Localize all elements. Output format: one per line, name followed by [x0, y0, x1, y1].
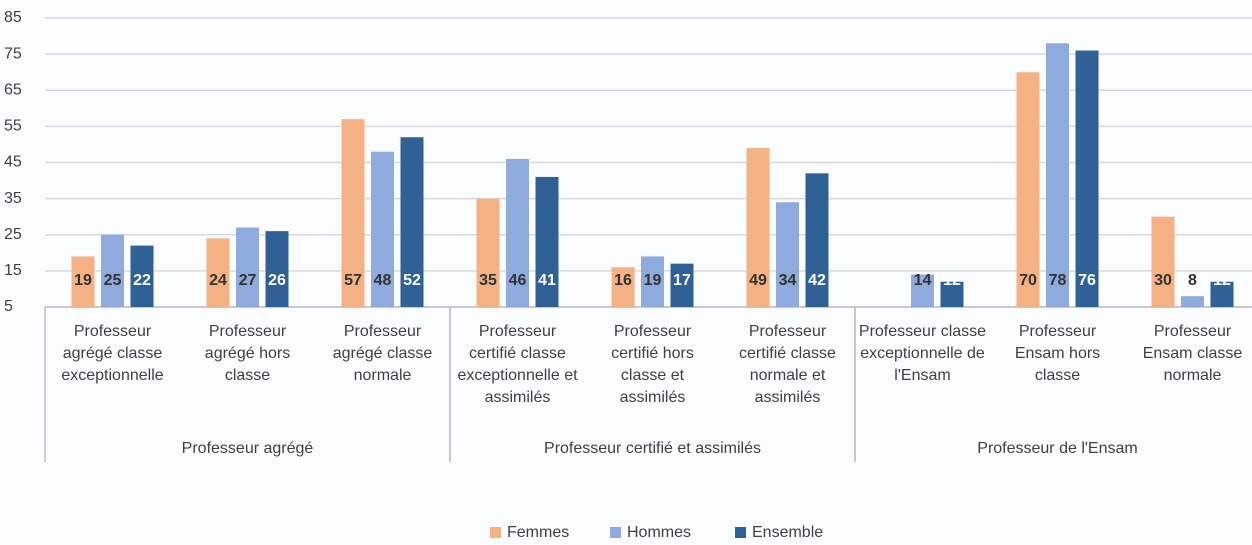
data-label: 30 [1154, 272, 1172, 289]
bar [236, 227, 259, 307]
data-label: 70 [1019, 272, 1037, 289]
group-label: Professeur agrégé [182, 440, 314, 457]
bar [476, 198, 500, 307]
x-tick-label-box: Professeur certifié hors classe et assim… [611, 323, 694, 406]
bar [1181, 296, 1204, 307]
x-tick-label: Professeur certifié classe normale et as… [739, 323, 836, 406]
x-tick-label-box: Professeur agrégé classe exceptionnelle [61, 323, 164, 384]
x-tick-label: Professeur agrégé classe normale [332, 323, 433, 384]
data-label: 25 [104, 272, 122, 289]
bar [130, 245, 154, 307]
data-label: 49 [749, 272, 767, 289]
x-tick-label: Professeur certifié classe exceptionnell… [457, 323, 578, 406]
data-label: 34 [779, 272, 797, 289]
x-tick-label: Professeur Ensam classe normale [1142, 323, 1243, 384]
bar [341, 119, 365, 308]
x-tick-label: Professeur Ensam hors classe [1014, 323, 1101, 384]
data-label: 8 [1188, 272, 1197, 289]
data-label: 46 [509, 272, 527, 289]
data-label: 12 [943, 272, 961, 289]
data-label: 35 [479, 272, 497, 289]
data-label: 26 [268, 272, 286, 289]
legend-swatch [490, 527, 501, 538]
legend-label: Ensemble [752, 524, 823, 541]
bar [101, 234, 124, 307]
data-label: 42 [808, 272, 826, 289]
legend-swatch [735, 527, 746, 538]
legend-label: Hommes [627, 524, 691, 541]
group-label: Professeur certifié et assimilés [544, 440, 761, 457]
data-label: 76 [1078, 272, 1096, 289]
data-label: 16 [614, 272, 632, 289]
bar [746, 148, 770, 307]
y-tick-label: 85 [4, 9, 22, 26]
data-label: 12 [1213, 272, 1231, 289]
bar [805, 173, 829, 307]
x-tick-label-box: Professeur agrégé hors classe [204, 323, 291, 384]
bar [776, 202, 799, 307]
data-label: 24 [209, 272, 227, 289]
legend-label: Femmes [507, 524, 569, 541]
bar [911, 274, 934, 307]
y-tick-label: 55 [4, 118, 22, 135]
bar [940, 281, 964, 307]
bar [1046, 43, 1069, 307]
data-label: 48 [374, 272, 392, 289]
bar [71, 256, 95, 307]
y-tick-label: 15 [4, 262, 22, 279]
bar [400, 137, 424, 307]
bar [1210, 281, 1234, 307]
y-tick-label: 75 [4, 45, 22, 62]
x-tick-label: Professeur agrégé hors classe [204, 323, 291, 384]
data-label: 17 [673, 272, 691, 289]
bar [265, 231, 289, 307]
group-label: Professeur de l'Ensam [977, 440, 1137, 457]
data-label: 22 [133, 272, 151, 289]
bar [206, 238, 230, 307]
legend-swatch [610, 527, 621, 538]
data-label: 78 [1049, 272, 1067, 289]
y-tick-label: 35 [4, 190, 22, 207]
bar [641, 256, 664, 307]
data-label: 19 [74, 272, 92, 289]
data-label: 52 [403, 272, 421, 289]
y-tick-label: 65 [4, 81, 22, 98]
x-tick-label-box: Professeur Ensam hors classe [1014, 323, 1101, 384]
x-tick-label-box: Professeur certifié classe exceptionnell… [457, 323, 578, 406]
x-tick-label-box: Professeur classe exceptionnelle de l'En… [858, 323, 987, 384]
bar [1016, 72, 1040, 307]
data-label: 19 [644, 272, 662, 289]
bar [506, 158, 529, 307]
x-tick-label-box: Professeur certifié classe normale et as… [739, 323, 836, 406]
x-tick-label: Professeur agrégé classe exceptionnelle [61, 323, 164, 384]
data-label: 14 [914, 272, 932, 289]
bar [371, 151, 394, 307]
bar [611, 267, 635, 307]
x-tick-label: Professeur classe exceptionnelle de l'En… [858, 323, 987, 384]
y-tick-label: 25 [4, 226, 22, 243]
bar [1075, 50, 1099, 307]
data-label: 41 [538, 272, 556, 289]
data-label: 57 [344, 272, 362, 289]
data-label: 27 [239, 272, 257, 289]
bar [1151, 216, 1175, 307]
y-tick-label: 45 [4, 154, 22, 171]
y-tick-label: 5 [4, 298, 13, 315]
bar [670, 263, 694, 307]
x-tick-label-box: Professeur Ensam classe normale [1142, 323, 1243, 384]
x-tick-label-box: Professeur agrégé classe normale [332, 323, 433, 384]
x-tick-label: Professeur certifié hors classe et assim… [611, 323, 694, 406]
bar [535, 176, 559, 307]
